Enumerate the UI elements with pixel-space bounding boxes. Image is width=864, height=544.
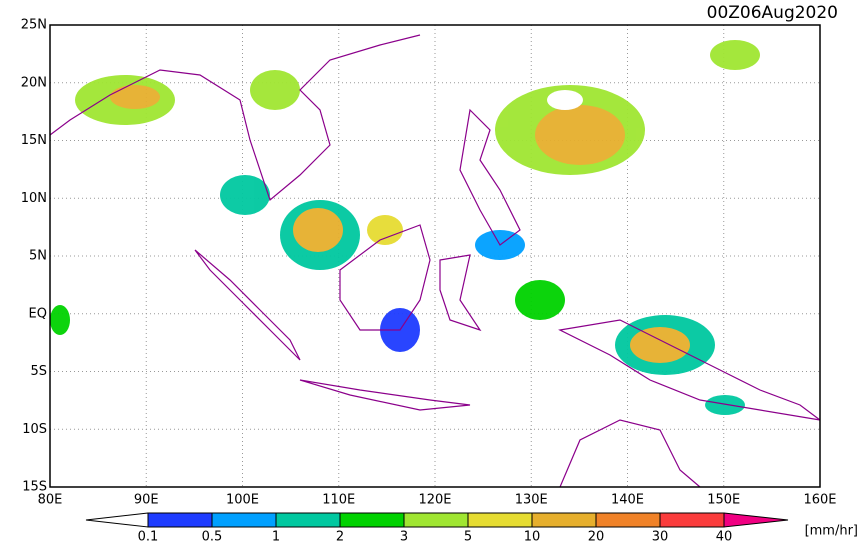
map-frame — [49, 24, 821, 488]
rain-area — [515, 280, 565, 320]
colorbar-label: 20 — [588, 530, 605, 544]
lon-label: 90E — [134, 493, 159, 508]
colorbar-segment — [659, 512, 725, 528]
rain-area — [220, 175, 270, 215]
coastline — [49, 34, 421, 202]
lon-label: 120E — [418, 493, 451, 508]
rain-area — [630, 327, 690, 363]
rain-area — [367, 215, 403, 245]
lat-label: 25N — [21, 18, 47, 33]
rain-area — [250, 70, 300, 110]
colorbar: 0.1 0.5 1 2 3 5 10 20 30 40 [mm/hr] — [85, 512, 858, 544]
lon-label: 140E — [611, 493, 644, 508]
rain-area — [110, 85, 160, 109]
lat-label: 10S — [22, 422, 47, 437]
colorbar-label: 5 — [464, 530, 472, 544]
colorbar-segment — [531, 512, 597, 528]
grid — [50, 25, 820, 487]
rain-area — [547, 90, 583, 110]
lon-label: 160E — [803, 493, 836, 508]
lat-label: 20N — [21, 75, 47, 90]
coastline — [558, 319, 821, 421]
lat-label: 5S — [30, 364, 47, 379]
rain-area — [710, 40, 760, 70]
coastline — [439, 254, 482, 332]
lat-label: 5N — [29, 249, 47, 264]
colorbar-segment — [211, 512, 277, 528]
colorbar-label: 2 — [336, 530, 344, 544]
colorbar-label: 40 — [716, 530, 733, 544]
colorbar-unit: [mm/hr] — [805, 524, 858, 539]
rain-area — [50, 305, 70, 335]
colorbar-segment — [275, 512, 341, 528]
map-title: 00Z06Aug2020 — [707, 3, 838, 23]
coastline — [459, 108, 521, 246]
colorbar-segment — [403, 512, 469, 528]
colorbar-under — [85, 512, 149, 528]
coastline — [299, 379, 471, 411]
colorbar-label: 30 — [652, 530, 669, 544]
coastline — [194, 249, 301, 361]
colorbar-label: 0.1 — [138, 530, 159, 544]
coastline — [559, 419, 701, 488]
coastline — [339, 224, 431, 331]
rain-area — [293, 208, 343, 252]
rain-area — [535, 105, 625, 165]
colorbar-segment — [723, 512, 789, 528]
lon-label: 80E — [38, 493, 63, 508]
coastlines — [49, 34, 821, 488]
lat-label: EQ — [29, 306, 47, 321]
colorbar-segment — [147, 512, 213, 528]
lat-label: 10N — [21, 191, 47, 206]
lon-label: 100E — [226, 493, 259, 508]
colorbar-segment — [467, 512, 533, 528]
colorbar-segment — [339, 512, 405, 528]
lat-label: 15N — [21, 133, 47, 148]
lon-label: 110E — [322, 493, 355, 508]
lon-label: 130E — [515, 493, 548, 508]
colorbar-label: 3 — [400, 530, 408, 544]
rain-area — [705, 395, 745, 415]
colorbar-segment — [595, 512, 661, 528]
colorbar-label: 0.5 — [202, 530, 223, 544]
precipitation — [50, 40, 760, 415]
colorbar-label: 1 — [272, 530, 280, 544]
lat-label: 15S — [22, 480, 47, 495]
colorbar-label: 10 — [524, 530, 541, 544]
lon-label: 150E — [707, 493, 740, 508]
